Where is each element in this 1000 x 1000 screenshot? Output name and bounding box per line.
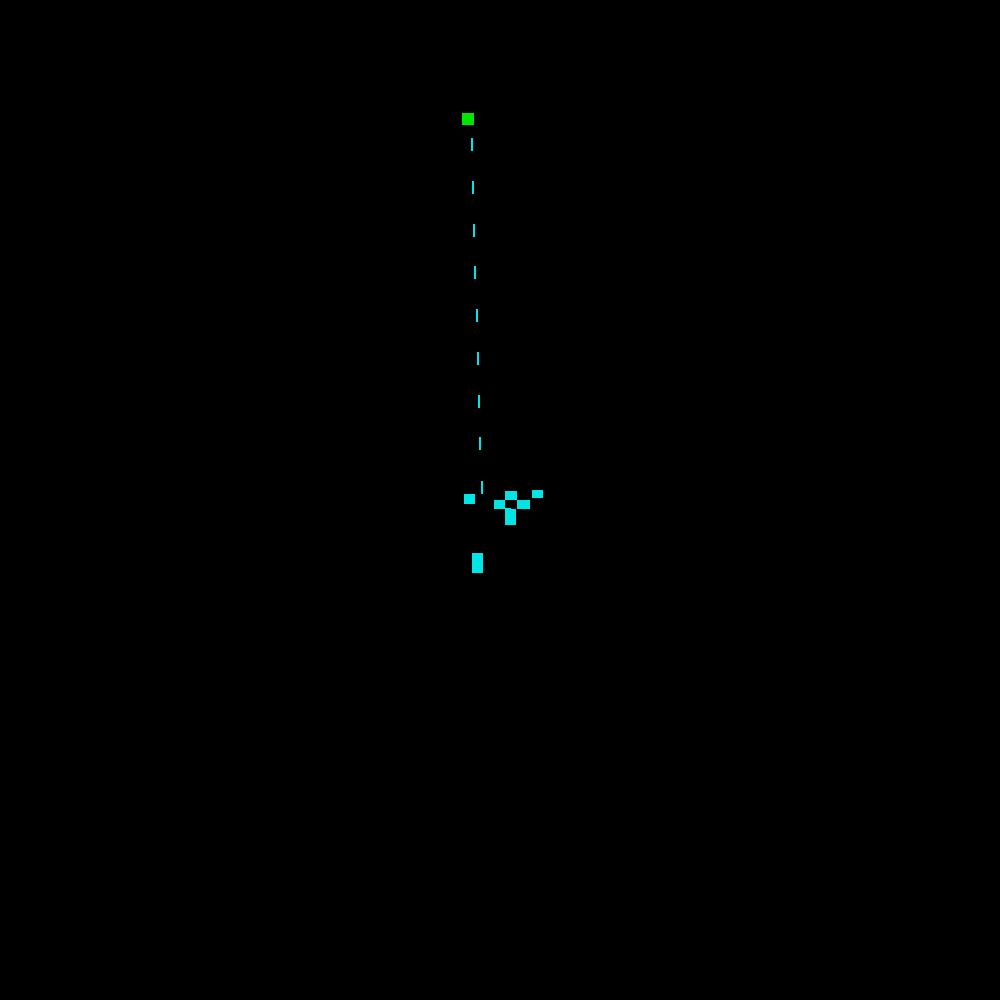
trail-dash-6 <box>477 352 479 365</box>
cluster-block-core-top[interactable] <box>505 491 517 500</box>
trail-dash-1 <box>471 138 473 151</box>
trail-dash-5 <box>476 309 478 322</box>
cluster-block-core-arm-left[interactable] <box>494 500 505 509</box>
cluster-block-lower-bar[interactable] <box>472 553 483 573</box>
cluster-block-core-arm-right[interactable] <box>517 500 530 509</box>
cluster-void-center <box>505 500 511 508</box>
trail-dash-4 <box>474 266 476 279</box>
trail-dash-7 <box>478 395 480 408</box>
trail-dash-3 <box>473 224 475 237</box>
cluster-block-upper-right-pip[interactable] <box>532 490 543 498</box>
cluster-block-core-stem[interactable] <box>505 509 516 525</box>
green-objective-marker[interactable] <box>462 113 474 125</box>
trail-dash-9 <box>481 481 483 494</box>
trail-dash-8 <box>479 437 481 450</box>
cluster-block-left-pip[interactable] <box>464 494 475 504</box>
trail-dash-2 <box>472 181 474 194</box>
